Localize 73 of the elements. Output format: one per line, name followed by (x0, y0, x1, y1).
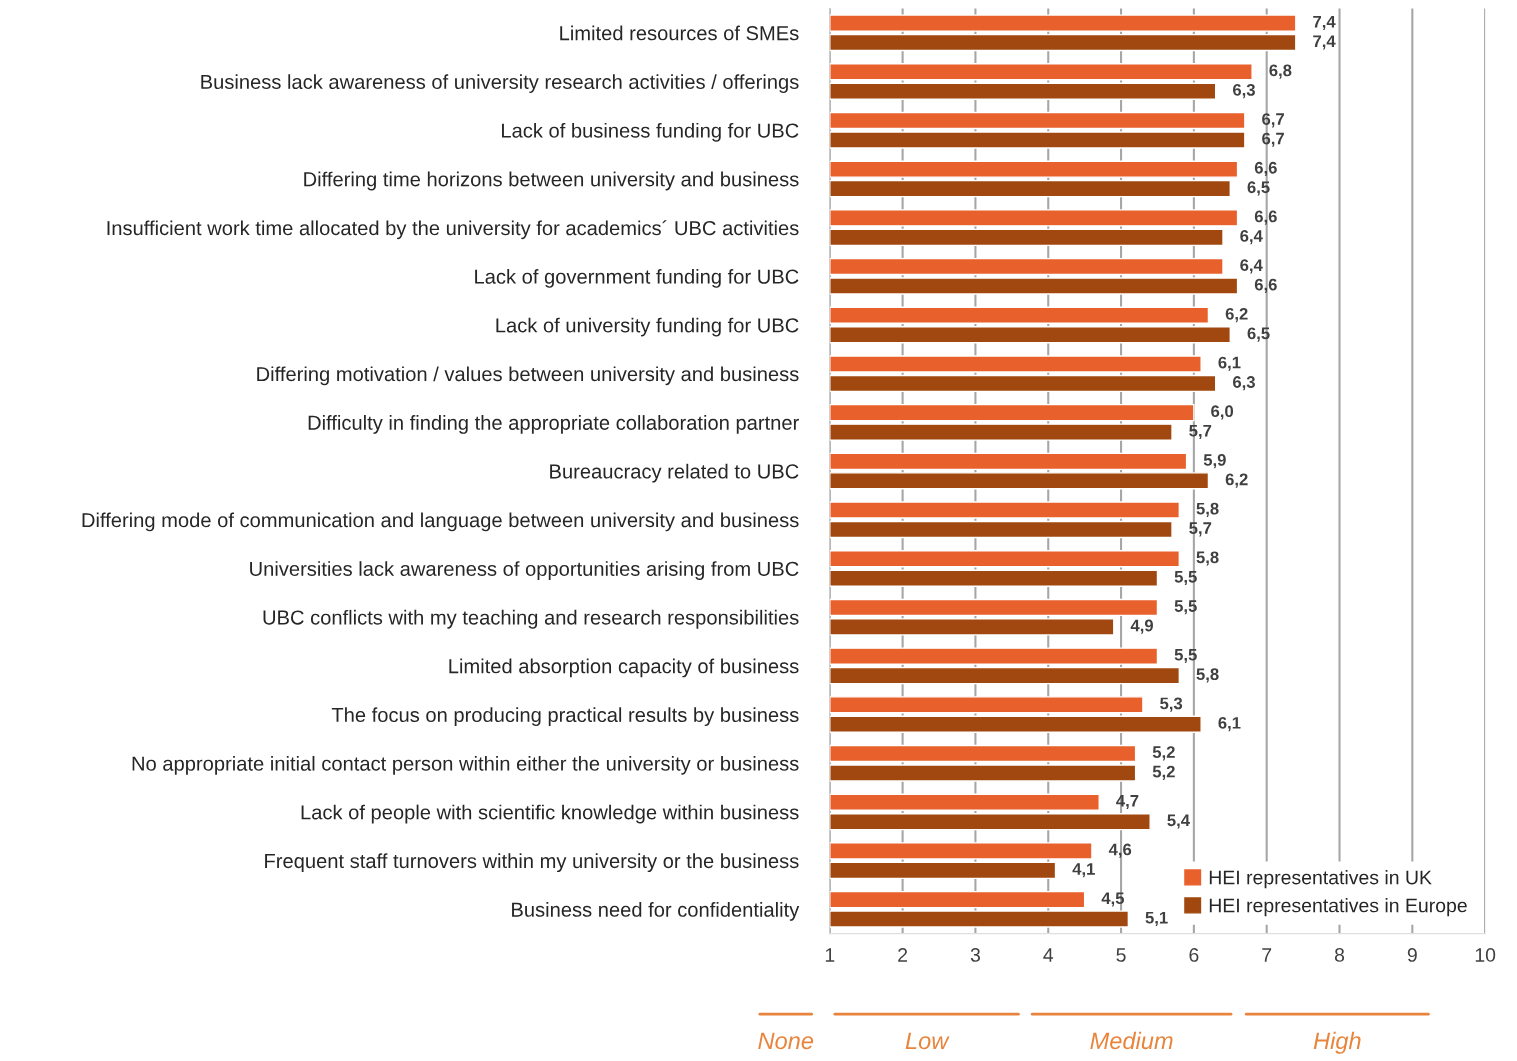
data-label: 5,3 (1160, 697, 1183, 712)
data-label: 6,0 (1211, 405, 1234, 420)
data-label: 5,5 (1174, 571, 1197, 586)
x-tick-label: 5 (1116, 948, 1126, 962)
data-label: 5,8 (1196, 551, 1219, 566)
data-label: 5,8 (1196, 668, 1219, 683)
y-tick-label: Limited resources of SMEs (560, 25, 799, 41)
x-tick-label: 9 (1407, 948, 1417, 962)
y-tick-label: Business lack awareness of university research activities / offerings (201, 74, 799, 94)
data-label: 4,5 (1101, 892, 1125, 907)
x-tick-label: 7 (1262, 948, 1272, 962)
data-label: 4,6 (1108, 843, 1132, 858)
data-label: 6,4 (1240, 259, 1263, 274)
text: None (758, 1032, 814, 1050)
y-tick-label: Bureaucracy related to UBC (550, 463, 799, 483)
x-tick-label: 8 (1334, 948, 1345, 962)
x-tick-label: 3 (970, 948, 980, 962)
y-tick-label: Insufficient work time allocated by the university for academics´ UBC activities (107, 220, 799, 240)
data-label: 6,7 (1262, 113, 1284, 128)
x-tick-label: 1 (825, 948, 835, 962)
data-label: 5,8 (1196, 502, 1219, 517)
data-label: 5,7 (1189, 424, 1212, 440)
text: Low (905, 1032, 950, 1050)
data-label: 6,6 (1254, 210, 1277, 225)
data-label: 5,2 (1152, 746, 1175, 761)
data-label: 6,2 (1225, 473, 1248, 488)
y-tick-label: Differing mode of communication and language between university and business (82, 512, 799, 532)
y-tick-label: Business need for confidentiality (512, 902, 800, 921)
text: High (1313, 1031, 1361, 1054)
text: Medium (1090, 1031, 1173, 1050)
data-label: 5,5 (1174, 648, 1197, 664)
data-label: 5,9 (1203, 454, 1226, 469)
y-tick-label: Limited absorption capacity of business (449, 658, 799, 678)
data-label: 5,2 (1152, 765, 1175, 780)
y-tick-label: Lack of government funding for UBC (475, 269, 799, 288)
data-label: 4,7 (1116, 795, 1139, 810)
y-tick-label: Differing time horizons between university and business (304, 171, 799, 191)
legend-label: HEI representatives in UK (1209, 870, 1432, 889)
y-tick-label: Differing motivation / values between university and business (257, 366, 799, 386)
legend-label: HEI representatives in Europe (1209, 898, 1467, 917)
data-label: 6,6 (1254, 278, 1277, 293)
y-tick-label: Lack of people with scientific knowledge within business (301, 804, 799, 824)
data-label: 6,4 (1240, 230, 1263, 245)
x-tick-label: 6 (1189, 948, 1199, 962)
y-tick-label: Difficulty in finding the appropriate collaboration partner (308, 415, 799, 434)
data-label: 6,7 (1262, 132, 1284, 147)
data-label: 4,9 (1130, 619, 1153, 634)
data-label: 6,6 (1254, 161, 1277, 177)
y-tick-label: UBC conflicts with my teaching and research responsibilities (263, 609, 799, 629)
x-tick-label: 2 (898, 948, 908, 962)
y-tick-label: Lack of business funding for UBC (502, 122, 799, 142)
data-label: 6,5 (1247, 327, 1270, 342)
data-label: 5,7 (1189, 522, 1212, 537)
y-tick-label: Frequent staff turnovers within my university or the business (265, 853, 799, 873)
data-label: 7,4 (1313, 35, 1336, 50)
data-label: 6,5 (1247, 181, 1270, 196)
data-label: 6,3 (1233, 376, 1255, 391)
data-label: 6,3 (1233, 83, 1255, 99)
x-tick-label: 4 (1043, 948, 1054, 962)
y-tick-label: The focus on producing practical results by business (331, 707, 799, 727)
data-label: 5,4 (1167, 814, 1190, 829)
x-tick-label: 10 (1475, 948, 1496, 962)
y-tick-label: Lack of university funding for UBC (496, 317, 799, 337)
data-label: 6,2 (1225, 307, 1248, 323)
data-label: 6,1 (1218, 356, 1241, 371)
data-label: 7,4 (1313, 15, 1336, 30)
y-tick-label: Universities lack awareness of opportunities arising from UBC (250, 561, 799, 580)
data-label: 6,8 (1269, 64, 1292, 79)
y-tick-label: No appropriate initial contact person within either the university or business (132, 755, 799, 775)
data-label: 5,1 (1145, 911, 1168, 926)
data-label: 4,1 (1072, 863, 1095, 878)
data-label: 6,1 (1218, 716, 1241, 732)
data-label: 5,5 (1174, 600, 1197, 615)
